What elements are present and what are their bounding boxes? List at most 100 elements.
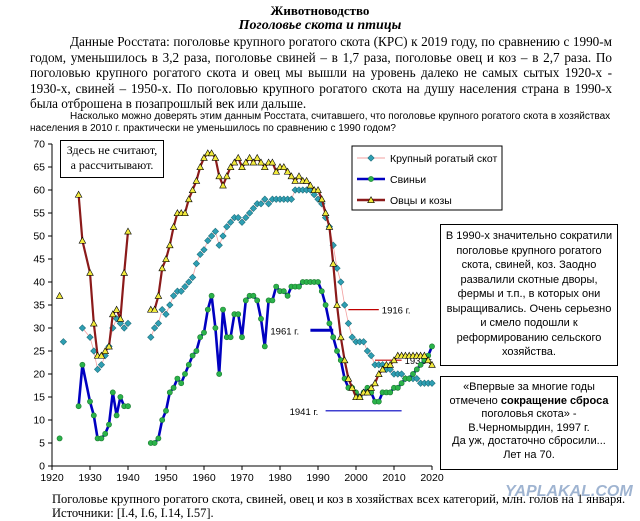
data-point — [258, 315, 264, 322]
data-point — [78, 324, 87, 332]
data-point — [261, 195, 269, 203]
not-counted-line-1: Здесь не считают, — [66, 143, 158, 157]
data-point — [226, 163, 235, 170]
data-point — [242, 213, 250, 222]
data-point — [348, 333, 356, 341]
data-point — [269, 297, 276, 304]
data-point — [98, 435, 105, 442]
data-point — [113, 412, 120, 419]
data-point — [279, 163, 288, 170]
data-point — [242, 297, 249, 304]
y-tick-label: 65 — [33, 162, 45, 174]
data-point — [268, 158, 277, 166]
data-point — [239, 334, 245, 341]
data-point — [154, 319, 163, 328]
data-point — [287, 172, 296, 180]
data-point — [321, 209, 330, 216]
data-point — [386, 360, 395, 368]
data-point — [101, 347, 110, 354]
x-tick-label: 2010 — [382, 472, 406, 484]
data-point — [429, 343, 435, 350]
data-point — [406, 375, 413, 382]
quote-line-2-bold: сокращение сброса — [500, 394, 609, 407]
data-point — [336, 333, 345, 341]
x-tick-label: 1940 — [116, 472, 140, 484]
quote-note: «Впервые за многие годы отмечено сокраще… — [440, 376, 618, 470]
y-tick-label: 15 — [33, 392, 45, 404]
data-point — [158, 305, 166, 314]
x-tick-label: 1920 — [40, 472, 64, 484]
quote-line-2-start: отмечено — [449, 394, 501, 407]
quote-line-5: Да уж, достаточно сбросили... — [452, 435, 606, 447]
data-point — [310, 190, 318, 199]
data-point — [108, 310, 117, 318]
data-point — [212, 325, 219, 331]
data-point — [162, 310, 170, 318]
data-point — [75, 403, 82, 410]
data-point — [337, 278, 345, 286]
data-point — [159, 417, 166, 423]
data-point — [169, 292, 178, 300]
data-point — [371, 379, 379, 387]
x-tick-label: 2020 — [420, 472, 444, 484]
data-point — [417, 361, 424, 368]
data-point — [59, 338, 68, 346]
data-point — [86, 333, 94, 341]
data-point — [201, 329, 207, 336]
data-point — [97, 361, 106, 369]
series-line — [82, 318, 129, 371]
data-point — [150, 324, 159, 332]
data-point — [272, 167, 281, 175]
y-tick-label: 60 — [33, 185, 45, 197]
quote-line-1: «Впервые за многие годы — [463, 381, 595, 393]
data-point — [165, 241, 174, 249]
data-point — [283, 167, 292, 175]
data-point — [249, 204, 258, 213]
data-point — [387, 389, 394, 396]
data-point — [124, 319, 132, 328]
y-tick-label: 25 — [33, 346, 45, 358]
data-point — [227, 334, 234, 341]
data-point — [151, 440, 158, 446]
data-point — [264, 200, 273, 208]
data-point — [93, 365, 102, 374]
site-watermark: YAPLAKAL.COM — [505, 483, 633, 500]
data-point — [204, 306, 211, 313]
data-point — [250, 292, 257, 299]
data-point — [273, 283, 280, 290]
data-point — [333, 264, 341, 272]
y-tick-label: 40 — [33, 277, 45, 289]
data-point — [254, 297, 261, 304]
chart-legend: Крупный рогатый скот Свиньи Овцы и козы — [351, 145, 503, 211]
data-point — [162, 255, 170, 262]
data-point — [348, 383, 357, 391]
x-tick-label: 1990 — [306, 472, 330, 484]
data-point — [147, 333, 155, 341]
data-point — [241, 158, 250, 166]
data-point — [386, 365, 394, 374]
data-point — [211, 227, 220, 236]
reference-line-label: 1941 г. — [290, 407, 319, 418]
reference-line-label: 1916 г. — [382, 306, 411, 317]
data-point — [234, 153, 243, 161]
data-point — [413, 374, 421, 383]
y-tick-label: 10 — [33, 415, 45, 427]
quote-line-4: В.Черномырдин, 1997 г. — [468, 421, 590, 434]
legend-label: Свиньи — [390, 174, 426, 186]
data-point — [325, 222, 334, 230]
legend-marker — [367, 196, 375, 203]
explanation-text: В 1990-х значительно сократили поголовье… — [445, 230, 613, 358]
series-group — [55, 149, 436, 400]
data-point — [314, 186, 322, 193]
data-point — [222, 172, 231, 180]
data-point — [375, 398, 382, 405]
data-point — [193, 348, 200, 354]
data-point — [200, 246, 208, 254]
data-point — [188, 186, 197, 193]
data-point — [428, 379, 436, 387]
data-point — [211, 153, 220, 161]
data-point — [181, 209, 189, 216]
data-point — [102, 430, 109, 437]
x-tick-label: 1970 — [230, 472, 254, 484]
data-point — [397, 370, 406, 378]
